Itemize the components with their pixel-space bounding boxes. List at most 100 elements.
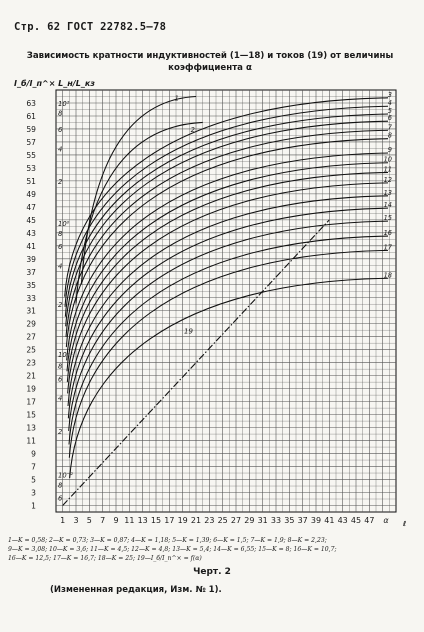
- y-tick-label: 37: [26, 268, 36, 277]
- y-inner-label: 8: [58, 110, 63, 118]
- curve-label-9: 9: [388, 146, 392, 154]
- y-inner-label: 6: [58, 375, 63, 383]
- y-inner-label: 10⁰: [58, 220, 70, 228]
- curve-label-3: 3: [388, 91, 392, 99]
- curve-18: [69, 277, 389, 479]
- y-tick-label: 57: [26, 138, 36, 147]
- curve-5: [64, 113, 389, 317]
- curve-label-8: 8: [388, 132, 392, 140]
- x-tick-label: 25: [218, 516, 228, 525]
- x-tick-label: 31: [258, 516, 268, 525]
- x-tick-label: 41: [324, 516, 334, 525]
- curve-15: [68, 220, 389, 431]
- curve-6: [65, 120, 389, 327]
- x-tick-label: 27: [231, 516, 241, 525]
- y-inner-label: 8: [58, 230, 63, 238]
- y-inner-label: 8: [58, 362, 63, 370]
- curve-label-10: 10: [384, 156, 392, 164]
- y-inner-label: 6: [58, 495, 63, 503]
- chart-title: Зависимость кратности индуктивностей (1—…: [26, 51, 394, 73]
- x-tick-label: 13: [138, 516, 148, 525]
- curve-11: [66, 171, 389, 383]
- curve-19: [62, 219, 330, 506]
- curve-14: [67, 207, 389, 419]
- curve-1: [80, 95, 197, 285]
- curve-10: [66, 162, 389, 372]
- legend-line-2: 9—K = 3,08; 10—K = 3,6; 11—K = 4,5; 12—K…: [8, 546, 337, 553]
- x-tick-label: 11: [124, 516, 134, 525]
- y-inner-label: 8: [58, 482, 63, 490]
- y-tick-label: 3: [31, 489, 36, 498]
- curve-label-16: 16: [384, 229, 392, 237]
- curve-label-7: 7: [388, 123, 393, 131]
- y-inner-label: 4: [58, 262, 62, 270]
- y-inner-label: 10⁻¹: [58, 351, 73, 359]
- x-tick-label: 39: [311, 516, 321, 525]
- curve-8: [65, 138, 389, 348]
- y-inner-label: 10²: [58, 100, 70, 108]
- legend-line-1: 1—K = 0,58; 2—K = 0,73; 3—K = 0,87; 4—K …: [8, 537, 327, 544]
- x-tick-label: 43: [338, 516, 348, 525]
- curve-17: [68, 249, 389, 458]
- y-tick-label: 41: [26, 242, 36, 251]
- y-inner-label: 2: [58, 178, 62, 186]
- curve-label-11: 11: [384, 165, 392, 173]
- x-tick-label: 47: [364, 516, 374, 525]
- x-tick-label: 5: [87, 516, 92, 525]
- y-tick-label: 47: [26, 203, 36, 212]
- y-inner-label: 6: [58, 243, 63, 251]
- y-tick-label: 45: [26, 216, 36, 225]
- y-inner-label: 2: [58, 428, 62, 436]
- curve-7: [65, 129, 389, 337]
- chart-legend: 1—K = 0,58; 2—K = 0,73; 3—K = 0,87; 4—K …: [8, 536, 418, 563]
- y-tick-label: 33: [26, 294, 36, 303]
- curve-label-18: 18: [384, 271, 392, 279]
- curve-label-1: 1: [175, 94, 179, 102]
- curve-9: [66, 152, 389, 361]
- curve-label-13: 13: [384, 189, 392, 197]
- y-tick-label: 29: [26, 320, 36, 329]
- x-tick-label: 21: [191, 516, 201, 525]
- x-tick-label: 45: [351, 516, 361, 525]
- y-tick-label: 5: [31, 476, 36, 485]
- y-tick-label: 15: [26, 411, 36, 420]
- x-tick-label: 35: [284, 516, 294, 525]
- x-tick-label: 7: [100, 516, 105, 525]
- curve-label-5: 5: [388, 107, 392, 115]
- amendment-note: (Измененная редакция, Изм. № 1).: [50, 585, 222, 595]
- y-tick-label: 11: [26, 437, 36, 446]
- y-tick-label: 63: [26, 99, 36, 108]
- y-inner-label: 6: [58, 126, 63, 134]
- y-tick-label: 59: [26, 125, 36, 134]
- y-tick-label: 53: [26, 164, 36, 173]
- curve-label-19: 19: [184, 327, 193, 335]
- curve-12: [67, 182, 389, 394]
- curve-label-2: 2: [191, 126, 195, 134]
- y-tick-label: 13: [26, 424, 36, 433]
- y-tick-label: 7: [31, 463, 36, 472]
- x-tick-label: 17: [164, 516, 174, 525]
- y-tick-label: 9: [31, 450, 36, 459]
- y-tick-label: 35: [26, 281, 36, 290]
- x-tick-label: 15: [151, 516, 161, 525]
- y-tick-label: 39: [26, 255, 36, 264]
- x-tick-label: 37: [298, 516, 308, 525]
- curve-4: [64, 105, 389, 307]
- y-tick-label: 19: [26, 385, 36, 394]
- y-tick-label: 31: [26, 307, 36, 316]
- y-inner-label: 10⁻²: [58, 471, 73, 479]
- page-header: Стр. 62 ГОСТ 22782.5—78: [14, 21, 167, 33]
- x-tick-label: 23: [204, 516, 214, 525]
- plot-frame: [55, 89, 397, 513]
- y-tick-label: 51: [26, 177, 36, 186]
- corner-mark: ℓ: [403, 520, 407, 528]
- legend-line-3: 16—K = 12,5; 17—K = 16,7; 18—K = 25; 19—…: [8, 555, 202, 562]
- curve-label-6: 6: [388, 114, 392, 122]
- curve-label-12: 12: [384, 176, 392, 184]
- curve-label-17: 17: [384, 243, 393, 251]
- x-tick-label: 33: [271, 516, 281, 525]
- y-inner-label: 4: [58, 395, 62, 403]
- curve-label-4: 4: [388, 99, 392, 107]
- curve-label-14: 14: [384, 201, 392, 209]
